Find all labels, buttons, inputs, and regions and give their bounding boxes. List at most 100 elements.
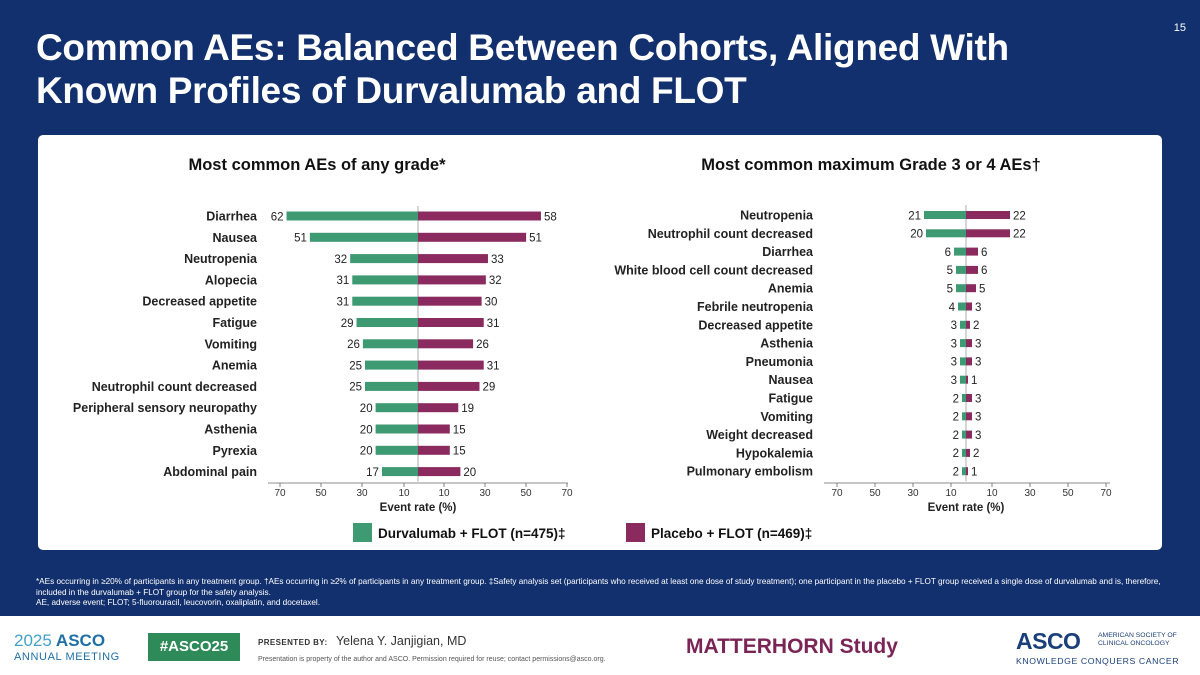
grade34-value-placebo: 22 xyxy=(1013,229,1026,241)
grade34-value-durvalumab: 2 xyxy=(953,430,959,442)
grade34-value-placebo: 3 xyxy=(975,393,981,405)
any-grade-value-placebo: 33 xyxy=(491,254,504,266)
grade34-x-tick-label: 50 xyxy=(1062,488,1074,499)
grade34-value-durvalumab: 3 xyxy=(951,320,957,332)
any-grade-x-tick-label: 70 xyxy=(561,488,573,499)
any-grade-value-placebo: 15 xyxy=(453,424,466,436)
grade34-value-placebo: 1 xyxy=(971,467,977,479)
any-grade-category-label: Diarrhea xyxy=(206,210,258,224)
any-grade-value-durvalumab: 26 xyxy=(347,339,360,351)
grade34-bar-durvalumab xyxy=(956,265,966,274)
any-grade-value-durvalumab: 51 xyxy=(294,233,307,245)
grade34-bar-placebo xyxy=(966,448,970,457)
footnotes: *AEs occurring in ≥20% of participants i… xyxy=(36,577,1176,609)
any-grade-bar-durvalumab xyxy=(352,296,418,306)
grade34-x-tick-label: 30 xyxy=(907,488,919,499)
grade34-value-durvalumab: 2 xyxy=(953,393,959,405)
grade34-category-label: Asthenia xyxy=(760,337,814,351)
any-grade-category-label: Neutropenia xyxy=(184,252,258,266)
any-grade-x-tick-label: 10 xyxy=(438,488,450,499)
any-grade-value-placebo: 51 xyxy=(529,233,542,245)
grade34-bar-placebo xyxy=(966,211,1010,219)
any-grade-bar-placebo xyxy=(418,403,459,413)
any-grade-bar-durvalumab xyxy=(309,232,418,242)
grade34-bar-durvalumab xyxy=(962,448,966,457)
grade34-bar-durvalumab xyxy=(924,211,966,219)
grade34-x-tick-label: 10 xyxy=(945,488,957,499)
any-grade-bar-placebo xyxy=(418,296,482,306)
grade34-bar-placebo xyxy=(966,394,972,402)
legend-swatch-durvalumab xyxy=(353,523,372,542)
any-grade-value-durvalumab: 25 xyxy=(349,382,362,394)
any-grade-value-placebo: 29 xyxy=(482,382,495,394)
grade34-category-label: Decreased appetite xyxy=(698,318,813,332)
any-grade-bar-placebo xyxy=(418,275,486,285)
any-grade-category-label: Pyrexia xyxy=(213,444,259,458)
grade34-value-durvalumab: 4 xyxy=(949,302,956,314)
any-grade-category-label: Fatigue xyxy=(213,316,257,330)
grade34-bar-durvalumab xyxy=(926,229,966,238)
any-grade-x-tick-label: 50 xyxy=(315,488,327,499)
grade34-bar-placebo xyxy=(966,265,978,274)
any-grade-bar-durvalumab xyxy=(350,254,418,264)
footnote-abbreviations: AE, adverse event; FLOT; 5-fluorouracil,… xyxy=(36,598,320,607)
grade34-x-tick-label: 70 xyxy=(831,488,843,499)
grade34-chart-title: Most common maximum Grade 3 or 4 AEs† xyxy=(701,156,1041,174)
grade34-bar-placebo xyxy=(966,467,968,476)
any-grade-category-label: Peripheral sensory neuropathy xyxy=(73,401,257,415)
grade34-bar-placebo xyxy=(966,320,970,329)
any-grade-category-label: Decreased appetite xyxy=(142,295,257,309)
grade34-bar-placebo xyxy=(966,357,972,366)
grade34-bar-durvalumab xyxy=(956,284,966,293)
any-grade-value-durvalumab: 62 xyxy=(271,211,284,223)
any-grade-x-tick-label: 30 xyxy=(356,488,368,499)
grade34-value-durvalumab: 3 xyxy=(951,375,957,387)
any-grade-value-placebo: 30 xyxy=(485,297,498,309)
grade34-value-placebo: 3 xyxy=(975,338,981,350)
grade34-value-durvalumab: 5 xyxy=(947,284,953,296)
grade34-bar-durvalumab xyxy=(960,339,966,348)
grade34-value-durvalumab: 2 xyxy=(953,467,959,479)
asco-annual-meeting-logo: 2025 ASCO ANNUAL MEETING xyxy=(14,632,120,666)
any-grade-value-durvalumab: 25 xyxy=(349,360,362,372)
grade34-category-label: Anemia xyxy=(768,282,814,296)
grade34-value-placebo: 5 xyxy=(979,284,985,296)
legend-label-durvalumab: Durvalumab + FLOT (n=475)‡ xyxy=(378,526,566,541)
any-grade-bar-durvalumab xyxy=(381,467,418,477)
any-grade-value-durvalumab: 20 xyxy=(360,446,373,458)
legend-swatch-placebo xyxy=(626,523,645,542)
grade34-value-durvalumab: 5 xyxy=(947,265,953,277)
grade34-bar-placebo xyxy=(966,247,978,256)
asco-logo-society: AMERICAN SOCIETY OF CLINICAL ONCOLOGY xyxy=(1098,632,1177,647)
grade34-bar-placebo xyxy=(966,229,1010,238)
any-grade-bar-durvalumab xyxy=(375,403,418,413)
grade34-value-placebo: 6 xyxy=(981,265,987,277)
any-grade-category-label: Vomiting xyxy=(204,337,257,351)
grade34-category-label: White blood cell count decreased xyxy=(614,263,813,277)
slide-title: Common AEs: Balanced Between Cohorts, Al… xyxy=(36,27,1009,111)
grade34-value-placebo: 3 xyxy=(975,430,981,442)
grade34-bar-durvalumab xyxy=(962,394,966,402)
any-grade-bar-placebo xyxy=(418,318,484,327)
asco-logo: ASCO AMERICAN SOCIETY OF CLINICAL ONCOLO… xyxy=(1016,628,1179,666)
any-grade-bar-placebo xyxy=(418,381,480,391)
slide-number: 15 xyxy=(1173,22,1186,34)
grade34-category-label: Weight decreased xyxy=(706,428,813,442)
grade34-bar-placebo xyxy=(966,339,972,348)
any-grade-category-label: Abdominal pain xyxy=(163,465,257,479)
grade34-bar-durvalumab xyxy=(962,467,966,476)
grade34-category-label: Hypokalemia xyxy=(736,446,814,460)
any-grade-value-durvalumab: 20 xyxy=(360,403,373,415)
presented-by: PRESENTED BY: Yelena Y. Janjigian, MD xyxy=(258,632,466,650)
grade34-value-durvalumab: 6 xyxy=(945,247,951,259)
grade34-category-label: Neutrophil count decreased xyxy=(648,227,813,241)
grade34-value-durvalumab: 2 xyxy=(953,448,959,460)
any-grade-category-label: Asthenia xyxy=(204,423,258,437)
any-grade-chart-title: Most common AEs of any grade* xyxy=(188,156,446,174)
any-grade-value-durvalumab: 31 xyxy=(336,297,349,309)
grade34-bar-durvalumab xyxy=(962,412,966,421)
grade34-value-placebo: 2 xyxy=(973,448,979,460)
any-grade-value-durvalumab: 32 xyxy=(334,254,347,266)
grade34-category-label: Neutropenia xyxy=(740,209,814,223)
